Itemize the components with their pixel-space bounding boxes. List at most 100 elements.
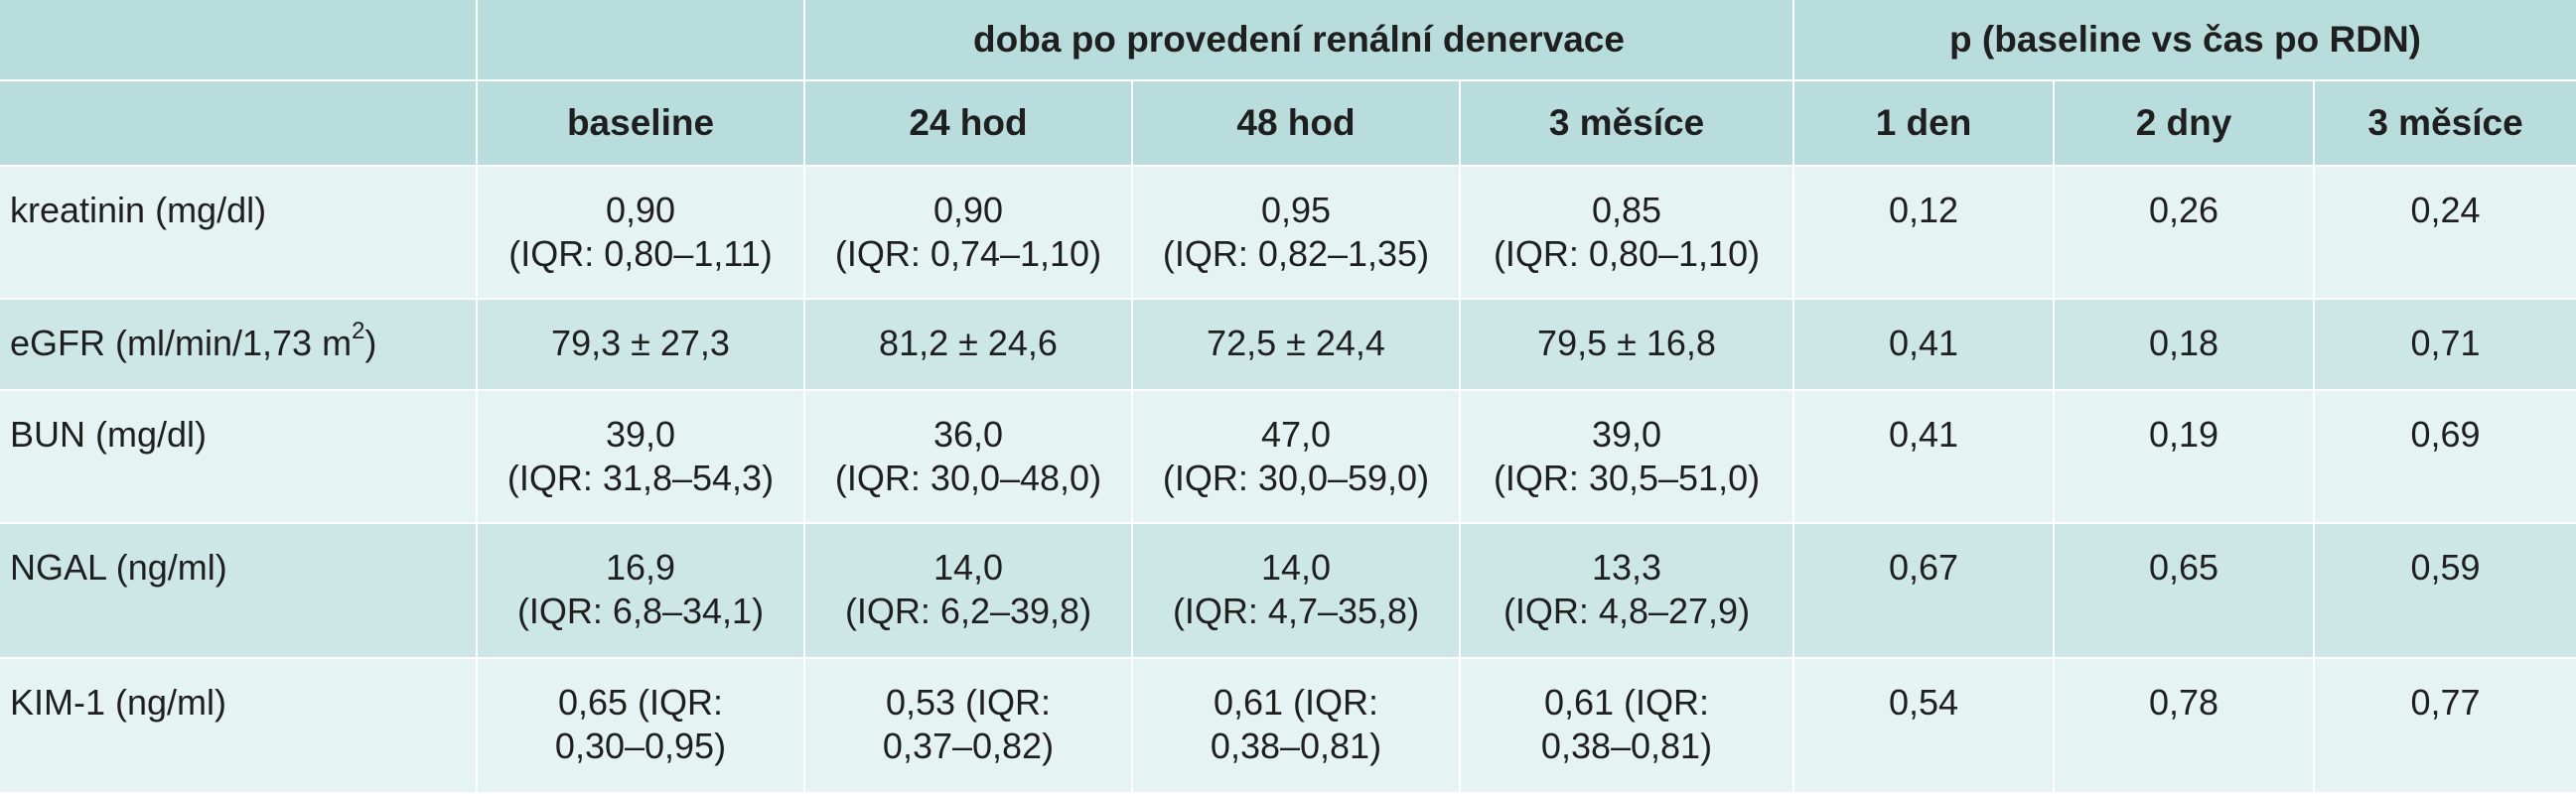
cell-value: 16,9 — [605, 547, 676, 588]
cell-48h: 0,95 (IQR: 0,82–1,35) — [1131, 165, 1460, 299]
header-col-p-2d: 2 dny — [2053, 79, 2315, 166]
cell-value: 0,90 — [932, 190, 1004, 230]
table-row: KIM-1 (ng/ml) 0,65 (IQR: 0,30–0,95) 0,53… — [0, 657, 2576, 792]
cell-iqr: 0,38–0,81) — [1540, 726, 1713, 766]
header-col-p-1d: 1 den — [1792, 79, 2055, 166]
cell-value: 79,3 ± 27,3 — [551, 323, 730, 363]
cell-48h: 47,0 (IQR: 30,0–59,0) — [1131, 389, 1460, 523]
table-row: NGAL (ng/ml) 16,9 (IQR: 6,8–34,1) 14,0 (… — [0, 522, 2576, 658]
cell-baseline: 16,9 (IQR: 6,8–34,1) — [476, 522, 804, 658]
header-row-columns: baseline 24 hod 48 hod 3 měsíce 1 den 2 … — [0, 79, 2576, 166]
header-col-48h: 48 hod — [1131, 79, 1460, 166]
cell-iqr: (IQR: 6,8–34,1) — [516, 591, 765, 631]
cell-value: 47,0 — [1260, 414, 1332, 455]
cell-iqr: (IQR: 0,74–1,10) — [834, 233, 1102, 274]
row-label: BUN (mg/dl) — [0, 389, 477, 523]
cell-baseline: 0,90 (IQR: 0,80–1,11) — [476, 165, 804, 299]
cell-value: 0,65 (IQR: — [557, 682, 724, 723]
cell-48h: 14,0 (IQR: 4,7–35,8) — [1131, 522, 1460, 658]
cell-iqr: (IQR: 31,8–54,3) — [506, 458, 775, 498]
cell-iqr: 0,38–0,81) — [1210, 726, 1382, 766]
cell-p-3m: 0,69 — [2313, 389, 2576, 523]
cell-3m: 39,0 (IQR: 30,5–51,0) — [1458, 389, 1794, 523]
cell-iqr: (IQR: 0,82–1,35) — [1162, 233, 1430, 274]
cell-iqr: (IQR: 6,2–39,8) — [844, 591, 1092, 631]
cell-value: 0,85 — [1591, 190, 1662, 230]
cell-iqr: 0,37–0,82) — [882, 726, 1055, 766]
cell-iqr: (IQR: 30,0–48,0) — [834, 458, 1102, 498]
header-col-24h: 24 hod — [803, 79, 1132, 166]
cell-iqr: 0,30–0,95) — [554, 726, 727, 766]
cell-p-1d: 0,41 — [1792, 298, 2055, 390]
cell-value: 39,0 — [1591, 414, 1662, 455]
cell-p-2d: 0,18 — [2053, 298, 2315, 390]
cell-24h: 81,2 ± 24,6 — [803, 298, 1132, 390]
cell-value: 81,2 ± 24,6 — [879, 323, 1058, 363]
cell-3m: 79,5 ± 16,8 — [1458, 298, 1794, 390]
table-row: eGFR (ml/min/1,73 m2) 79,3 ± 27,3 81,2 ±… — [0, 298, 2576, 390]
cell-iqr: (IQR: 30,0–59,0) — [1162, 458, 1430, 498]
header-label-column — [0, 79, 477, 166]
header-col-p-3m: 3 měsíce — [2313, 79, 2576, 166]
cell-value: 14,0 — [1260, 547, 1332, 588]
cell-value: 72,5 ± 24,4 — [1207, 323, 1385, 363]
header-col-baseline: baseline — [476, 79, 804, 166]
cell-value: 0,61 (IQR: — [1213, 682, 1379, 723]
cell-p-3m: 0,59 — [2313, 522, 2576, 658]
cell-value: 0,53 (IQR: — [885, 682, 1052, 723]
cell-3m: 13,3 (IQR: 4,8–27,9) — [1458, 522, 1794, 658]
table-header: doba po provedení renální denervace p (b… — [0, 0, 2576, 166]
table-row: kreatinin (mg/dl) 0,90 (IQR: 0,80–1,11) … — [0, 165, 2576, 299]
cell-iqr: (IQR: 4,8–27,9) — [1503, 591, 1751, 631]
header-row-groups: doba po provedení renální denervace p (b… — [0, 0, 2576, 80]
cell-p-2d: 0,78 — [2053, 657, 2315, 792]
cell-3m: 0,85 (IQR: 0,80–1,10) — [1458, 165, 1794, 299]
header-group-p: p (baseline vs čas po RDN) — [1792, 0, 2576, 80]
row-label: kreatinin (mg/dl) — [0, 165, 477, 299]
row-label-text: eGFR (ml/min/1,73 m — [10, 323, 353, 363]
cell-p-1d: 0,54 — [1792, 657, 2055, 792]
cell-p-3m: 0,24 — [2313, 165, 2576, 299]
cell-iqr: (IQR: 0,80–1,11) — [508, 233, 773, 274]
cell-24h: 36,0 (IQR: 30,0–48,0) — [803, 389, 1132, 523]
cell-value: 0,61 (IQR: — [1543, 682, 1710, 723]
cell-p-1d: 0,41 — [1792, 389, 2055, 523]
cell-value: 39,0 — [605, 414, 676, 455]
cell-p-2d: 0,26 — [2053, 165, 2315, 299]
cell-iqr: (IQR: 4,7–35,8) — [1172, 591, 1420, 631]
table-body: kreatinin (mg/dl) 0,90 (IQR: 0,80–1,11) … — [0, 165, 2576, 792]
table-row: BUN (mg/dl) 39,0 (IQR: 31,8–54,3) 36,0 (… — [0, 389, 2576, 523]
cell-baseline: 0,65 (IQR: 0,30–0,95) — [476, 657, 804, 792]
cell-p-2d: 0,65 — [2053, 522, 2315, 658]
cell-value: 13,3 — [1591, 547, 1662, 588]
row-label: KIM-1 (ng/ml) — [0, 657, 477, 792]
cell-iqr: (IQR: 30,5–51,0) — [1493, 458, 1761, 498]
cell-3m: 0,61 (IQR: 0,38–0,81) — [1458, 657, 1794, 792]
cell-48h: 72,5 ± 24,4 — [1131, 298, 1460, 390]
cell-value: 0,90 — [605, 190, 676, 230]
cell-p-1d: 0,67 — [1792, 522, 2055, 658]
header-group-time: doba po provedení renální denervace — [802, 0, 1794, 80]
header-baseline-spacer — [476, 0, 804, 80]
row-label-end: ) — [364, 323, 377, 363]
row-label: eGFR (ml/min/1,73 m2) — [0, 298, 477, 390]
cell-p-2d: 0,19 — [2053, 389, 2315, 523]
row-label: NGAL (ng/ml) — [0, 522, 477, 658]
cell-value: 36,0 — [932, 414, 1004, 455]
header-corner — [0, 0, 477, 80]
cell-value: 79,5 ± 16,8 — [1537, 323, 1716, 363]
cell-baseline: 79,3 ± 27,3 — [476, 298, 804, 390]
cell-24h: 14,0 (IQR: 6,2–39,8) — [803, 522, 1132, 658]
cell-baseline: 39,0 (IQR: 31,8–54,3) — [476, 389, 804, 523]
cell-24h: 0,53 (IQR: 0,37–0,82) — [803, 657, 1132, 792]
cell-p-3m: 0,77 — [2313, 657, 2576, 792]
cell-48h: 0,61 (IQR: 0,38–0,81) — [1131, 657, 1460, 792]
cell-24h: 0,90 (IQR: 0,74–1,10) — [803, 165, 1132, 299]
cell-p-1d: 0,12 — [1792, 165, 2055, 299]
cell-value: 0,95 — [1260, 190, 1332, 230]
cell-iqr: (IQR: 0,80–1,10) — [1493, 233, 1761, 274]
row-label-superscript: 2 — [352, 318, 365, 344]
cell-p-3m: 0,71 — [2313, 298, 2576, 390]
cell-value: 14,0 — [932, 547, 1004, 588]
